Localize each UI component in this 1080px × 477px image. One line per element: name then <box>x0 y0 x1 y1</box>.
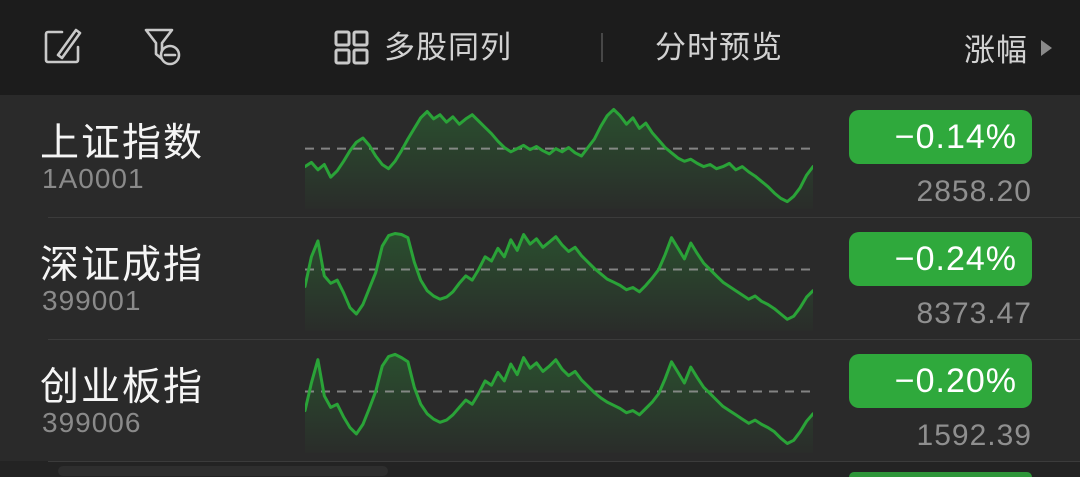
change-percent: −0.14% <box>894 117 1017 156</box>
filter-minus-icon <box>138 28 186 74</box>
change-percent: −0.24% <box>894 239 1017 278</box>
index-name: 上证指数 <box>40 122 205 165</box>
index-value: 2858.20 <box>916 175 1032 208</box>
sort-label: 涨幅 <box>964 33 1028 68</box>
index-name: 创业板指 <box>40 366 205 409</box>
edit-button[interactable] <box>38 22 86 70</box>
intraday-sparkline <box>303 103 815 209</box>
index-name: 深证成指 <box>40 244 205 287</box>
next-row-peek[interactable] <box>0 461 1080 477</box>
sort-by-change-button[interactable]: 涨幅 <box>964 0 1052 95</box>
grid-2x2-icon <box>333 29 370 66</box>
intraday-sparkline <box>303 347 815 453</box>
change-percent-badge[interactable]: −0.14% <box>849 110 1032 164</box>
index-value: 1592.39 <box>916 419 1032 452</box>
multi-stock-tab[interactable]: 多股同列 <box>333 0 512 95</box>
change-percent-badge[interactable]: −0.20% <box>849 354 1032 408</box>
index-row-shenzhen[interactable]: 深证成指 399001 −0.24% 8373.47 <box>0 217 1080 339</box>
index-list: 上证指数 1A0001 −0.14% 2858.20 深证成指 399001 −… <box>0 95 1080 461</box>
index-code: 1A0001 <box>42 163 145 194</box>
filter-button[interactable] <box>138 22 186 70</box>
toolbar: 多股同列 分时预览 涨幅 <box>0 0 1080 95</box>
change-percent-badge[interactable]: −0.24% <box>849 232 1032 286</box>
index-code: 399001 <box>42 285 142 316</box>
minute-preview-tab[interactable]: 分时预览 <box>655 0 783 95</box>
multi-stock-label: 多股同列 <box>384 30 512 65</box>
intraday-sparkline <box>303 225 815 331</box>
minute-preview-label: 分时预览 <box>655 30 783 65</box>
index-value: 8373.47 <box>916 297 1032 330</box>
edit-icon <box>38 28 86 74</box>
index-row-chinext[interactable]: 创业板指 399006 −0.20% 1592.39 <box>0 339 1080 461</box>
next-row-badge-peek <box>849 472 1032 477</box>
change-percent: −0.20% <box>894 361 1017 400</box>
index-row-shanghai[interactable]: 上证指数 1A0001 −0.14% 2858.20 <box>0 95 1080 217</box>
next-row-content-peek <box>58 466 388 476</box>
toolbar-divider <box>601 33 603 62</box>
chevron-right-icon <box>1041 39 1052 56</box>
index-code: 399006 <box>42 407 142 438</box>
